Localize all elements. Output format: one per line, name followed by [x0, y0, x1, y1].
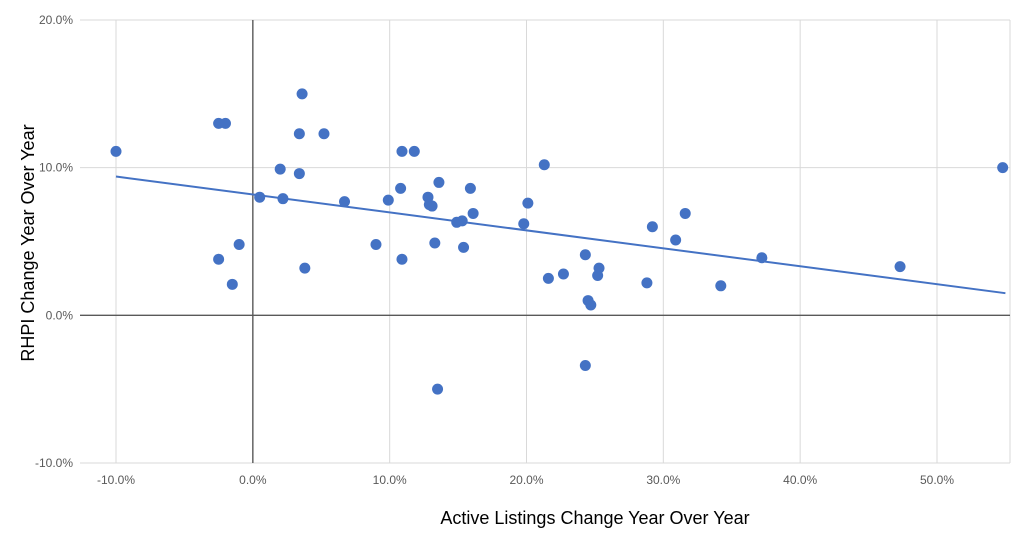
y-tick-label: 10.0% — [39, 161, 73, 175]
y-axis-title: RHPI Change Year Over Year — [18, 124, 38, 361]
data-point — [318, 128, 330, 140]
data-point — [670, 234, 682, 246]
data-point — [296, 88, 308, 100]
data-point — [277, 193, 289, 205]
data-point — [110, 145, 122, 157]
gridlines — [80, 19, 1011, 464]
data-point — [432, 383, 444, 395]
data-point — [433, 176, 445, 188]
data-point — [396, 145, 408, 157]
x-tick-label: 40.0% — [783, 473, 817, 487]
x-tick-label: 30.0% — [646, 473, 680, 487]
x-tick-label: 10.0% — [373, 473, 407, 487]
zero-axes — [80, 20, 1010, 463]
data-point — [464, 182, 476, 194]
data-point — [593, 262, 605, 274]
data-point — [370, 238, 382, 250]
data-point — [293, 128, 305, 140]
data-point — [679, 207, 691, 219]
x-tick-label: -10.0% — [97, 473, 135, 487]
data-point — [408, 145, 420, 157]
y-tick-label: 20.0% — [39, 13, 73, 27]
data-point — [715, 280, 727, 292]
data-point — [646, 221, 658, 233]
data-point — [579, 360, 591, 372]
x-axis-title: Active Listings Change Year Over Year — [440, 508, 749, 528]
x-tick-labels: -10.0% 0.0% 10.0% 20.0% 30.0% 40.0% 50.0% — [97, 473, 954, 487]
data-point — [299, 262, 311, 274]
data-point — [382, 194, 394, 206]
data-point — [458, 241, 470, 253]
x-tick-label: 50.0% — [920, 473, 954, 487]
data-point — [641, 277, 653, 289]
data-point — [579, 249, 591, 261]
data-point — [538, 159, 550, 171]
data-point — [585, 299, 597, 311]
x-tick-label: 20.0% — [509, 473, 543, 487]
data-point — [997, 162, 1009, 174]
data-point — [467, 207, 479, 219]
data-point — [557, 268, 569, 280]
data-point — [894, 261, 906, 273]
data-point — [456, 215, 468, 227]
data-point — [339, 196, 351, 208]
data-point — [756, 252, 768, 264]
y-tick-label: -10.0% — [35, 456, 73, 470]
data-point — [518, 218, 530, 230]
data-point — [213, 253, 225, 265]
x-tick-label: 0.0% — [239, 473, 267, 487]
y-tick-label: 0.0% — [46, 308, 74, 322]
data-point — [396, 253, 408, 265]
data-point — [254, 191, 266, 203]
data-points — [110, 88, 1009, 395]
data-point — [426, 200, 438, 212]
data-point — [429, 237, 441, 249]
data-point — [542, 272, 554, 284]
y-tick-labels: -10.0% 0.0% 10.0% 20.0% — [35, 13, 73, 470]
data-point — [522, 197, 534, 209]
data-point — [233, 238, 245, 250]
data-point — [395, 182, 407, 194]
data-point — [226, 278, 238, 290]
data-point — [274, 163, 286, 175]
data-point — [219, 117, 231, 129]
data-point — [293, 168, 305, 180]
